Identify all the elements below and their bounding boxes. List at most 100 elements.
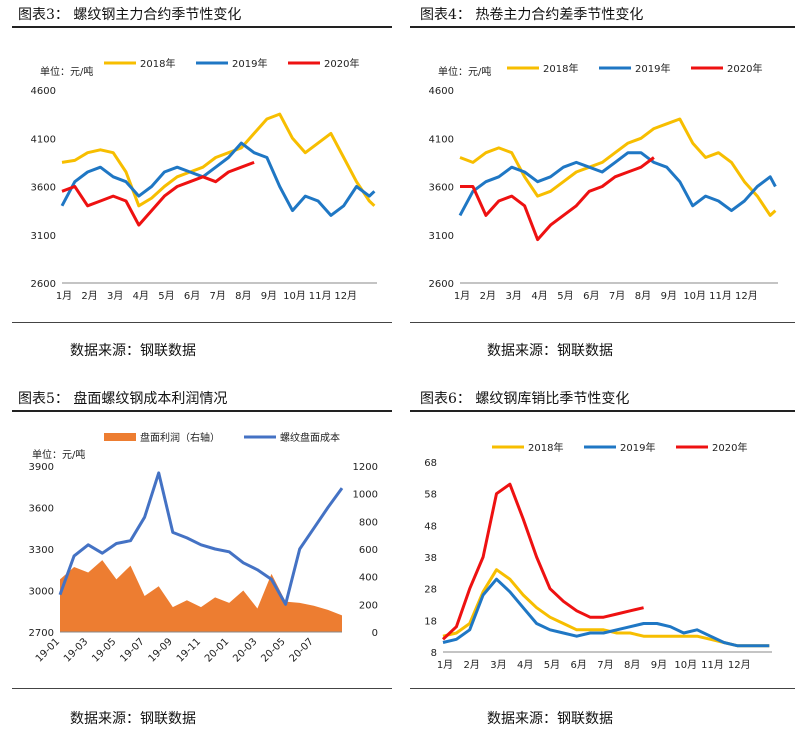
x-tick-label: 12月 xyxy=(334,290,357,302)
y-tick-label: 3100 xyxy=(31,231,56,242)
fig5-top-rule xyxy=(12,410,392,412)
series-line-2019年 xyxy=(60,141,376,217)
y-tick-label: 3000 xyxy=(29,587,54,598)
x-tick-label: 4月 xyxy=(133,290,149,302)
y-tick-label: 3600 xyxy=(29,504,54,515)
x-tick-label: 4月 xyxy=(517,659,533,671)
x-tick-label: 6月 xyxy=(571,659,587,671)
legend-label: 2020年 xyxy=(727,62,762,75)
y-tick-label: 38 xyxy=(424,553,437,564)
y2-tick-label: 200 xyxy=(359,600,378,611)
series-line-2018年 xyxy=(442,568,770,648)
x-tick-label: 8月 xyxy=(635,290,651,302)
x-tick-label: 4月 xyxy=(531,290,547,302)
y2-tick-label: 600 xyxy=(359,545,378,556)
y-tick-label: 2700 xyxy=(29,628,54,639)
x-tick-label: 19-01 xyxy=(34,636,62,664)
legend-label: 2018年 xyxy=(543,62,578,75)
x-tick-label: 11月 xyxy=(309,290,332,302)
x-tick-label: 3月 xyxy=(490,659,506,671)
x-tick-label: 5月 xyxy=(544,659,560,671)
series-line-2020年 xyxy=(441,482,644,641)
y-tick-label: 3600 xyxy=(429,183,454,194)
y-tick-label: 4600 xyxy=(31,86,56,97)
y-tick-label: 28 xyxy=(424,585,437,596)
series-line-2020年 xyxy=(460,156,655,242)
series-line-2019年 xyxy=(442,577,770,648)
x-tick-label: 1月 xyxy=(56,290,72,302)
y2-tick-label: 0 xyxy=(372,628,378,639)
fig4-top-rule xyxy=(410,26,795,28)
series-line-2018年 xyxy=(61,112,376,208)
x-tick-label: 10月 xyxy=(283,290,306,302)
fig3-top-rule xyxy=(12,26,392,28)
fig6-title: 图表6： 螺纹钢库销比季节性变化 xyxy=(420,391,630,407)
y2-tick-label: 800 xyxy=(359,517,378,528)
x-tick-label: 6月 xyxy=(583,290,599,302)
x-tick-label: 8月 xyxy=(235,290,251,302)
legend-label: 螺纹盘面成本 xyxy=(280,431,340,444)
fig3-title: 图表3： 螺纹钢主力合约季节性变化 xyxy=(18,7,242,23)
y-tick-label: 48 xyxy=(424,521,437,532)
fig4-chart: 单位：元/吨 2600 3100 3600 4100 4600 1月 2月 3月 4月 5月 6月 7月… xyxy=(429,62,778,302)
fig6-bottom-rule xyxy=(410,688,795,689)
fig5-source: 数据来源：钢联数据 xyxy=(70,711,196,727)
legend-label: 2018年 xyxy=(140,57,175,70)
x-tick-label: 20-05 xyxy=(259,636,287,664)
y2-tick-label: 1200 xyxy=(353,462,378,473)
x-tick-label: 12月 xyxy=(728,659,751,671)
y-tick-label: 4600 xyxy=(429,86,454,97)
y-tick-label: 8 xyxy=(431,648,437,659)
y2-tick-label: 400 xyxy=(359,573,378,584)
y-tick-label: 2600 xyxy=(31,279,56,290)
x-tick-label: 10月 xyxy=(683,290,706,302)
fig4-title: 图表4： 热卷主力合约差季节性变化 xyxy=(420,7,644,23)
x-tick-label: 3月 xyxy=(506,290,522,302)
legend-label: 盘面利润（右轴） xyxy=(140,431,220,444)
y-tick-label: 4100 xyxy=(31,134,56,145)
fig3-bottom-rule xyxy=(12,322,392,323)
x-tick-label: 20-03 xyxy=(231,636,259,664)
legend-label: 2020年 xyxy=(712,441,747,454)
legend-label: 2019年 xyxy=(635,62,670,75)
y-tick-label: 4100 xyxy=(429,134,454,145)
x-tick-label: 9月 xyxy=(661,290,677,302)
legend-swatch xyxy=(104,433,136,441)
x-tick-label: 2月 xyxy=(464,659,480,671)
x-tick-label: 9月 xyxy=(261,290,277,302)
legend-label: 2018年 xyxy=(528,441,563,454)
x-tick-label: 11月 xyxy=(701,659,724,671)
y-tick-label: 3900 xyxy=(29,462,54,473)
unit-label: 单位：元/吨 xyxy=(32,448,85,461)
y-tick-label: 2600 xyxy=(429,279,454,290)
fig4-source: 数据来源：钢联数据 xyxy=(487,343,613,359)
legend-label: 2019年 xyxy=(620,441,655,454)
x-tick-label: 9月 xyxy=(651,659,667,671)
unit-label: 单位：元/吨 xyxy=(40,65,93,78)
series-line-2018年 xyxy=(459,117,777,217)
legend-label: 2019年 xyxy=(232,57,267,70)
y-tick-label: 58 xyxy=(424,490,437,501)
x-tick-label: 7月 xyxy=(597,659,613,671)
x-tick-label: 2月 xyxy=(81,290,97,302)
fig4-bottom-rule xyxy=(410,322,795,323)
legend-label: 2020年 xyxy=(324,57,359,70)
x-tick-label: 6月 xyxy=(184,290,200,302)
y-tick-label: 3600 xyxy=(31,183,56,194)
cost-line xyxy=(58,471,344,606)
y-tick-label: 3300 xyxy=(29,545,54,556)
fig3-source: 数据来源：钢联数据 xyxy=(70,343,196,359)
y-tick-label: 3100 xyxy=(429,231,454,242)
fig5-title: 图表5： 盘面螺纹钢成本利润情况 xyxy=(18,391,228,407)
x-tick-label: 19-03 xyxy=(62,636,90,664)
unit-label: 单位：元/吨 xyxy=(438,65,491,78)
fig6-source: 数据来源：钢联数据 xyxy=(487,711,613,727)
series-line-2019年 xyxy=(458,151,777,217)
x-tick-label: 20-01 xyxy=(203,636,231,664)
x-tick-label: 1月 xyxy=(454,290,470,302)
profit-area xyxy=(60,560,342,632)
x-tick-label: 19-09 xyxy=(147,636,175,664)
x-tick-label: 5月 xyxy=(158,290,174,302)
x-tick-label: 19-05 xyxy=(90,636,118,664)
